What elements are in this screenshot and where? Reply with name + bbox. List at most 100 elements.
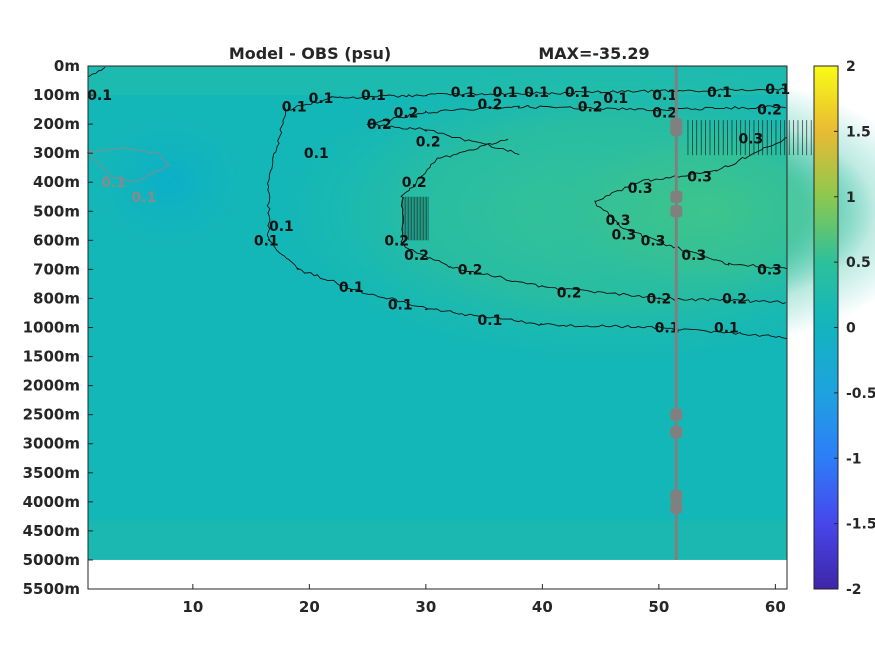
colorbar-tick-label: -0.5 — [846, 386, 875, 402]
y-tick-label: 100m — [33, 86, 80, 104]
contour-label: 0.3 — [687, 169, 712, 185]
contour-label: 0.1 — [269, 219, 294, 235]
contour-0-3 — [594, 136, 788, 270]
colorbar-tick-label: -1 — [846, 451, 862, 467]
contour-label: 0.1 — [309, 91, 334, 107]
contour-label: 0.1 — [493, 85, 518, 101]
y-tick-label: 3500m — [23, 464, 80, 482]
contour-0-1 — [266, 87, 788, 340]
colorbar-ticks: 2 1.5 1 0.5 0 -0.5 -1 -1.5 -2 — [834, 59, 875, 598]
contour-label: 0.2 — [458, 262, 483, 278]
chart-title-left: Model - OBS (psu) — [229, 44, 391, 63]
y-tick-label: 300m — [33, 144, 80, 162]
no-data-region — [88, 559, 787, 589]
contour-label: 0.1 — [339, 280, 364, 296]
instrument-marker — [670, 490, 683, 503]
y-axis-ticks: 0m 100m 200m 300m 400m 500m 600m 700m 800m 1000m 1… — [23, 57, 93, 598]
instrument-marker — [670, 426, 683, 439]
y-tick-label: 200m — [33, 115, 80, 133]
y-tick-label: 4500m — [23, 522, 80, 540]
bottom-band — [88, 520, 787, 560]
colorbar-tick-label: 0 — [846, 321, 856, 337]
x-tick-label: 10 — [182, 598, 203, 616]
contour-label: 0.3 — [757, 262, 782, 278]
contour-label: 0.1 — [282, 100, 307, 116]
colorbar-tick-label: -1.5 — [846, 517, 875, 533]
contour-label: 0.1 — [388, 297, 413, 313]
contour-label: 0.1 — [655, 321, 680, 337]
contour-0-2-lower — [400, 138, 786, 305]
section-marker-layer — [670, 66, 683, 560]
x-tick-label: 20 — [299, 598, 320, 616]
salinity-difference-field — [88, 61, 875, 589]
instrument-marker — [670, 408, 683, 421]
contour-label: 0.2 — [578, 100, 603, 116]
instrument-marker — [670, 190, 683, 203]
colorbar-tick-label: 1 — [846, 190, 856, 206]
contour-label: 0.2 — [478, 97, 503, 113]
contour-label: 0.1 — [304, 146, 329, 162]
y-tick-label: 700m — [33, 260, 80, 278]
y-tick-label: 5500m — [23, 580, 80, 598]
chart-title-right: MAX=-35.29 — [538, 44, 649, 63]
y-tick-label: 2500m — [23, 406, 80, 424]
y-tick-label: 3000m — [23, 435, 80, 453]
y-tick-label: 400m — [33, 173, 80, 191]
contour-label: 0.1 — [254, 233, 279, 249]
y-tick-label: 1500m — [23, 348, 80, 366]
contour-label: 0.3 — [606, 213, 631, 229]
contour-0-2-upper — [366, 104, 787, 155]
contour-label: 0.1 — [707, 85, 732, 101]
y-tick-label: 800m — [33, 289, 80, 307]
contour-label: 0.3 — [611, 228, 636, 244]
contour-label: 0.1 — [765, 82, 790, 98]
colorbar-tick-label: 1.5 — [846, 124, 871, 140]
contour-label: 0.1 — [565, 85, 590, 101]
y-tick-label: 600m — [33, 231, 80, 249]
fresh-anomaly-region — [89, 112, 250, 253]
y-tick-label: 4000m — [23, 493, 80, 511]
x-tick-label: 50 — [648, 598, 669, 616]
y-tick-label: 1000m — [23, 319, 80, 337]
colorbar-tick-label: 2 — [846, 59, 856, 75]
contour-label: 0.2 — [757, 103, 782, 119]
contour-label: 0.3 — [628, 181, 653, 197]
colorbar-tick-label: 0.5 — [846, 255, 871, 271]
colorbar-tick-label: -2 — [846, 582, 862, 598]
x-tick-label: 30 — [415, 598, 436, 616]
y-tick-label: 5000m — [23, 551, 80, 569]
contour-label: 0.1 — [714, 321, 739, 337]
contour-lines — [87, 66, 816, 340]
contour-label: 0.1 — [652, 88, 677, 104]
x-tick-label: 40 — [532, 598, 553, 616]
instrument-marker — [670, 205, 683, 218]
y-tick-label: 2000m — [23, 377, 80, 395]
instrument-marker — [670, 123, 683, 136]
contour-negative — [87, 147, 171, 183]
contour-labels: 0.10.10.10.10.1 0.1 0.1 0.1 0.1 0.1 0.1 0.1 0.1 0… — [87, 82, 790, 336]
contour-label: 0.1 — [524, 85, 549, 101]
contour-label: 0.1 — [101, 175, 126, 191]
y-tick-label: 500m — [33, 202, 80, 220]
contour-label: 0.1 — [87, 88, 112, 104]
contour-label: 0.3 — [738, 132, 763, 148]
contour-label: 0.1 — [478, 313, 503, 329]
contour-label: 0.2 — [394, 105, 419, 121]
x-tick-label: 60 — [765, 598, 786, 616]
salty-anomaly-core — [535, 116, 875, 307]
contour-label: 0.3 — [641, 233, 666, 249]
contour-label: 0.2 — [722, 291, 747, 307]
y-tick-label: 0m — [54, 57, 80, 75]
contour-label: 0.2 — [384, 233, 409, 249]
contour-label: 0.2 — [646, 291, 671, 307]
contour-label: 0.1 — [603, 91, 628, 107]
instrument-marker — [670, 501, 683, 514]
contour-surface-left — [88, 66, 106, 77]
contour-label: 0.2 — [402, 175, 427, 191]
contour-label: 0.2 — [557, 286, 582, 302]
contour-label: 0.2 — [652, 105, 677, 121]
contour-label: 0.2 — [416, 135, 441, 151]
contour-label: 0.1 — [361, 88, 386, 104]
x-axis-ticks: 10 20 30 40 50 60 — [182, 584, 786, 616]
